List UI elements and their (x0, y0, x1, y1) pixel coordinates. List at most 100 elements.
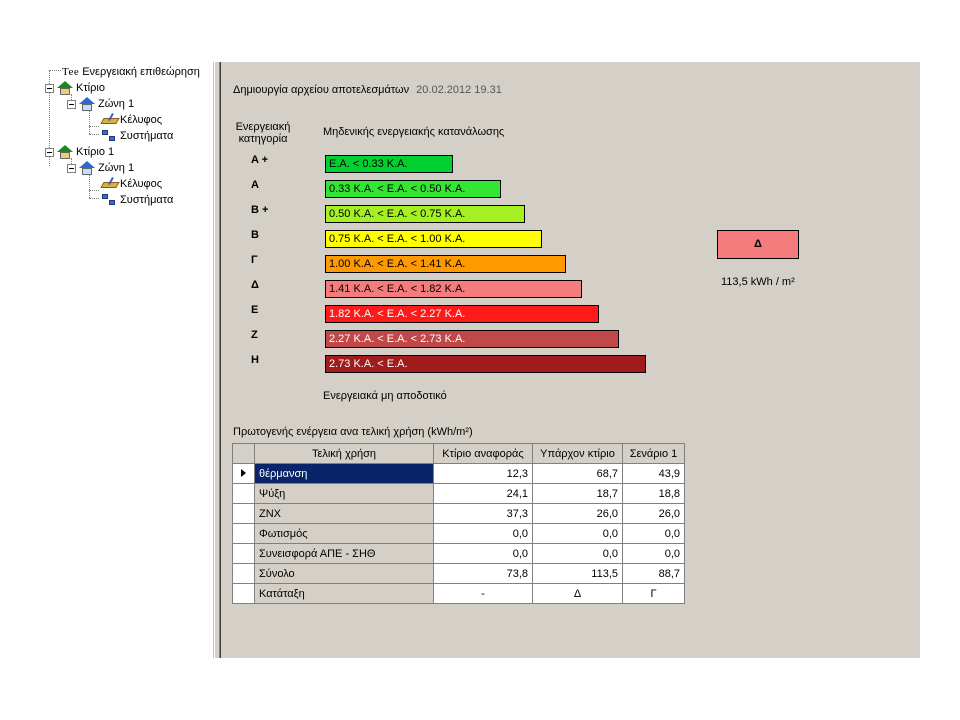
value-cell[interactable]: 73,8 (433, 563, 533, 584)
category-letter: Γ (251, 254, 258, 266)
table-row[interactable]: Κατάταξη - Δ Γ (232, 583, 685, 604)
zone-icon (79, 97, 95, 111)
tree-item-label: Ζώνη 1 (98, 162, 135, 174)
tree-item-systems[interactable]: Συστήματα (101, 128, 173, 144)
category-bar: 2.73 Κ.Α. < Ε.Α. (325, 355, 646, 373)
value-cell[interactable]: 43,9 (622, 463, 685, 484)
zero-consumption-label: Μηδενικής ενεργειακής κατανάλωσης (323, 126, 505, 138)
table-row[interactable]: Σύνολο 73,8 113,5 88,7 (232, 563, 685, 584)
value-cell[interactable]: 37,3 (433, 503, 533, 524)
tree-connector (71, 158, 72, 166)
category-header-line: κατηγορία (238, 133, 288, 145)
value-cell[interactable]: 12,3 (433, 463, 533, 484)
row-name-cell[interactable]: ΖΝΧ (254, 503, 434, 524)
tree-item-systems[interactable]: Συστήματα (101, 192, 173, 208)
category-letter: Ζ (251, 329, 258, 341)
value-cell[interactable]: 113,5 (532, 563, 623, 584)
collapse-icon[interactable] (45, 147, 54, 157)
category-letter: B + (251, 204, 269, 216)
tree-item-envelope[interactable]: Κέλυφος (101, 112, 162, 128)
tree-connector (49, 70, 61, 71)
value-cell[interactable]: 24,1 (433, 483, 533, 504)
table-row[interactable]: Ψύξη 24,1 18,7 18,8 (232, 483, 685, 504)
tree-connector (89, 126, 99, 127)
value-cell[interactable]: 88,7 (622, 563, 685, 584)
current-rating-value: 113,5 kWh / m² (721, 276, 795, 288)
value-cell[interactable]: 68,7 (532, 463, 623, 484)
row-selector[interactable] (232, 583, 255, 604)
collapse-icon[interactable] (67, 163, 76, 173)
tree-item-building-1[interactable]: Κτίριο 1 (45, 144, 114, 160)
value-cell[interactable]: Γ (622, 583, 685, 604)
tree-item-zone[interactable]: Ζώνη 1 (67, 160, 134, 176)
row-name-cell[interactable]: Φωτισμός (254, 523, 434, 544)
project-tree[interactable]: Tee Ενεργειακή επιθεώρηση Κτίριο Ζώνη 1 … (40, 62, 214, 658)
current-row-arrow-icon (241, 468, 246, 477)
category-letter: Δ (251, 279, 259, 291)
row-name-cell[interactable]: Κατάταξη (254, 583, 434, 604)
table-row[interactable]: Φωτισμός 0,0 0,0 0,0 (232, 523, 685, 544)
collapse-icon[interactable] (67, 99, 76, 109)
zone-icon (79, 161, 95, 175)
tree-item-label: Συστήματα (120, 130, 174, 142)
value-cell[interactable]: 18,7 (532, 483, 623, 504)
column-header[interactable]: Σενάριο 1 (622, 443, 685, 464)
current-rating-badge: Δ (717, 230, 799, 259)
energy-table: Τελική χρήση Κτίριο αναφοράς Υπάρχον κτί… (232, 443, 685, 604)
panel-splitter[interactable] (214, 62, 220, 658)
value-cell[interactable]: 18,8 (622, 483, 685, 504)
category-bar: 1.41 Κ.Α. < Ε.Α. < 1.82 Κ.Α. (325, 280, 582, 298)
table-title: Πρωτογενής ενέργεια ανα τελική χρήση (kW… (233, 426, 473, 438)
category-letter: B (251, 229, 259, 241)
row-name-cell[interactable]: Σύνολο (254, 563, 434, 584)
column-header[interactable]: Υπάρχον κτίριο (532, 443, 623, 464)
value-cell[interactable]: - (433, 583, 533, 604)
value-cell[interactable]: 0,0 (433, 523, 533, 544)
tree-connector (49, 70, 50, 166)
tree-connector (71, 94, 72, 102)
systems-icon (101, 129, 117, 143)
column-header[interactable]: Κτίριο αναφοράς (433, 443, 533, 464)
tree-item-building[interactable]: Κτίριο (45, 80, 105, 96)
value-cell[interactable]: 26,0 (532, 503, 623, 524)
results-panel: Δημιουργία αρχείου αποτελεσμάτων 20.02.2… (220, 62, 920, 658)
row-name-cell[interactable]: Συνεισφορά ΑΠΕ - ΣΗΘ (254, 543, 434, 564)
row-name-cell[interactable]: Ψύξη (254, 483, 434, 504)
building-icon (57, 145, 73, 159)
category-letter: Ε (251, 304, 259, 316)
envelope-icon (101, 177, 117, 191)
tree-item-label: Κτίριο 1 (76, 146, 115, 158)
value-cell[interactable]: Δ (532, 583, 623, 604)
systems-icon (101, 193, 117, 207)
collapse-icon[interactable] (45, 83, 54, 93)
tree-item-envelope[interactable]: Κέλυφος (101, 176, 162, 192)
row-selector-header (232, 443, 255, 464)
value-cell[interactable]: 26,0 (622, 503, 685, 524)
tree-connector (89, 110, 90, 134)
table-row[interactable]: θέρμανση 12,3 68,7 43,9 (232, 463, 685, 484)
building-icon (57, 81, 73, 95)
row-selector[interactable] (232, 463, 255, 484)
row-selector[interactable] (232, 563, 255, 584)
value-cell[interactable]: 0,0 (622, 543, 685, 564)
tree-item-label: Συστήματα (120, 194, 174, 206)
value-cell[interactable]: 0,0 (532, 523, 623, 544)
tree-item-zone[interactable]: Ζώνη 1 (67, 96, 134, 112)
column-header[interactable]: Τελική χρήση (254, 443, 434, 464)
tree-item-label: Ζώνη 1 (98, 98, 135, 110)
table-row[interactable]: ΖΝΧ 37,3 26,0 26,0 (232, 503, 685, 524)
tree-root[interactable]: Tee Ενεργειακή επιθεώρηση (62, 64, 200, 80)
file-created-label: Δημιουργία αρχείου αποτελεσμάτων (233, 84, 410, 96)
value-cell[interactable]: 0,0 (433, 543, 533, 564)
category-bar: 0.50 Κ.Α. < Ε.Α. < 0.75 Κ.Α. (325, 205, 525, 223)
value-cell[interactable]: 0,0 (532, 543, 623, 564)
row-name-cell[interactable]: θέρμανση (254, 463, 434, 484)
row-selector[interactable] (232, 543, 255, 564)
row-selector[interactable] (232, 483, 255, 504)
row-selector[interactable] (232, 503, 255, 524)
table-row[interactable]: Συνεισφορά ΑΠΕ - ΣΗΘ 0,0 0,0 0,0 (232, 543, 685, 564)
row-selector[interactable] (232, 523, 255, 544)
tree-connector (89, 134, 99, 135)
tree-item-label: Κτίριο (76, 82, 105, 94)
value-cell[interactable]: 0,0 (622, 523, 685, 544)
